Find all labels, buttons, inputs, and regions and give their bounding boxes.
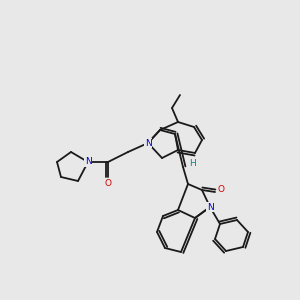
Text: H: H <box>189 160 195 169</box>
Text: O: O <box>218 184 224 194</box>
Text: O: O <box>104 178 112 188</box>
Text: N: N <box>207 202 213 211</box>
Text: N: N <box>145 139 152 148</box>
Text: N: N <box>85 158 92 166</box>
